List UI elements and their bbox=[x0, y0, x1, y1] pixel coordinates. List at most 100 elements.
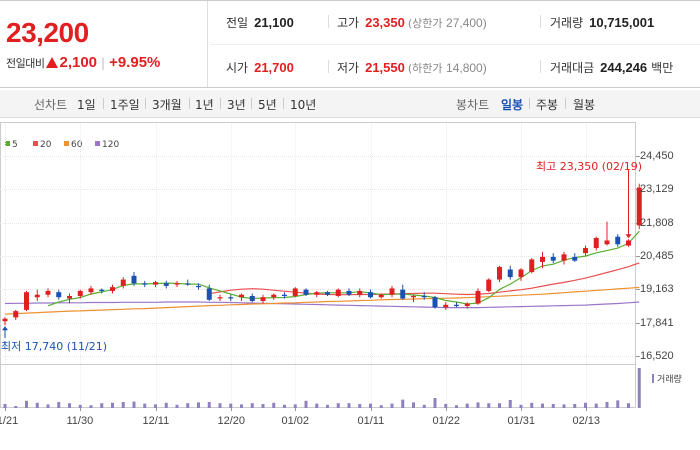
x-tick-label: 12/20 bbox=[217, 415, 246, 427]
x-tick-label: 12/11 bbox=[142, 415, 170, 427]
prev-close-value: 21,100 bbox=[254, 15, 294, 30]
high-annotation: 최고 23,350 (02/19) bbox=[536, 160, 643, 173]
legend-ma5: 5 bbox=[5, 140, 18, 150]
quote-divider bbox=[328, 60, 329, 73]
price-box: 23,200 전일대비 2,100 | +9.95% bbox=[0, 1, 208, 87]
candle-body bbox=[615, 236, 621, 245]
period-1w[interactable]: 1주일 bbox=[110, 98, 140, 112]
y-tick-label: 19,163 bbox=[640, 282, 674, 295]
volume-bar bbox=[272, 402, 276, 408]
candle-body bbox=[411, 295, 416, 298]
period-divider bbox=[251, 98, 252, 109]
volume-bar bbox=[261, 404, 265, 408]
x-tick-label: 01/11 bbox=[357, 415, 385, 427]
volume-bar bbox=[326, 404, 329, 408]
volume-legend: 거래량 bbox=[652, 372, 682, 385]
candle-body bbox=[67, 295, 72, 299]
volume-bar bbox=[433, 398, 437, 408]
candle-body bbox=[153, 282, 158, 285]
period-divider bbox=[283, 98, 284, 109]
y-tick-label: 16,520 bbox=[640, 349, 674, 362]
change-percent: +9.95% bbox=[109, 54, 161, 71]
volume-bar bbox=[401, 399, 405, 408]
volume-bar bbox=[519, 404, 523, 408]
candle-body bbox=[120, 279, 126, 286]
volume-bar bbox=[465, 403, 469, 408]
candle-body bbox=[249, 295, 255, 302]
quote-divider bbox=[540, 15, 541, 28]
open-price: 시가 21,700 bbox=[226, 60, 294, 76]
period-5y[interactable]: 5년 bbox=[258, 98, 277, 112]
open-label: 시가 bbox=[226, 61, 249, 75]
candle-body bbox=[24, 292, 29, 310]
candle-daily[interactable]: 일봉 bbox=[501, 98, 524, 112]
candle-body bbox=[260, 297, 266, 302]
candle-body bbox=[583, 248, 588, 254]
amount-label: 거래대금 bbox=[550, 61, 595, 75]
volume-bar bbox=[390, 403, 394, 408]
legend-ma60-label: 60 bbox=[71, 140, 83, 150]
candle-body bbox=[88, 288, 94, 293]
low-arrow-head bbox=[2, 326, 8, 331]
period-1y[interactable]: 1년 bbox=[195, 98, 214, 112]
volume-bar bbox=[508, 400, 512, 408]
change-row: 전일대비 2,100 | +9.95% bbox=[6, 54, 160, 71]
low-label: 저가 bbox=[337, 61, 360, 75]
low-value: 21,550 bbox=[365, 60, 405, 75]
period-1d[interactable]: 1일 bbox=[77, 98, 96, 112]
change-label: 전일대비 bbox=[6, 57, 45, 70]
quote-divider bbox=[328, 15, 329, 28]
candle-monthly[interactable]: 월봉 bbox=[573, 98, 596, 112]
quote-row-divider bbox=[210, 44, 700, 45]
amount-value: 244,246 bbox=[600, 60, 648, 75]
volume-bar bbox=[379, 405, 383, 408]
period-10y[interactable]: 10년 bbox=[290, 98, 317, 112]
candle-body bbox=[13, 311, 19, 318]
volume-bar bbox=[57, 402, 61, 408]
volume-bar bbox=[541, 403, 544, 408]
candle-body bbox=[454, 304, 459, 307]
candle-body bbox=[239, 294, 244, 298]
candle-body bbox=[282, 294, 287, 296]
volume-bar bbox=[498, 403, 501, 408]
volume-legend-label: 거래량 bbox=[657, 375, 682, 385]
period-divider bbox=[189, 98, 190, 109]
period-3y[interactable]: 3년 bbox=[227, 98, 246, 112]
upper-limit-value: 27,400) bbox=[446, 16, 487, 30]
low-price: 저가 21,550 (하한가 14,800) bbox=[337, 60, 487, 77]
period-3m[interactable]: 3개월 bbox=[152, 98, 182, 112]
y-tick-label: 17,841 bbox=[640, 316, 674, 329]
volume-bar bbox=[250, 403, 254, 408]
legend-ma20: 20 bbox=[33, 140, 51, 150]
upper-limit: (상한가 27,400) bbox=[408, 16, 487, 30]
line-ma60 bbox=[4, 286, 640, 315]
volume-bar bbox=[530, 402, 534, 408]
x-tick-label: 01/22 bbox=[432, 415, 461, 427]
volume-bar bbox=[594, 403, 598, 408]
x-tick-label: 01/02 bbox=[281, 415, 310, 427]
lower-limit: (하한가 14,800) bbox=[408, 61, 487, 75]
volume-bar bbox=[14, 406, 18, 408]
candle-weekly[interactable]: 주봉 bbox=[536, 98, 559, 112]
y-tick-label: 21,808 bbox=[640, 216, 674, 229]
volume-bar bbox=[3, 404, 7, 408]
volume-bar bbox=[616, 400, 620, 408]
candle-body bbox=[529, 259, 535, 273]
candle-body bbox=[561, 254, 567, 261]
open-value: 21,700 bbox=[254, 60, 294, 75]
volume-bar bbox=[412, 402, 415, 408]
legend-ma120: 120 bbox=[95, 140, 119, 150]
legend-ma120-label: 120 bbox=[102, 140, 120, 150]
volume-bar bbox=[89, 405, 93, 408]
candle-body bbox=[604, 240, 610, 245]
volume-bar bbox=[562, 404, 566, 408]
volume-bar bbox=[186, 403, 190, 408]
candle-body bbox=[518, 269, 524, 278]
quote-panel: 23,200 전일대비 2,100 | +9.95% 전일 21,100 고가 23,35… bbox=[0, 0, 700, 88]
legend-swatch bbox=[95, 141, 100, 146]
y-tick-label: 20,485 bbox=[640, 249, 674, 262]
candle-body bbox=[400, 289, 406, 299]
candle-body bbox=[196, 285, 201, 288]
volume-bar bbox=[229, 403, 233, 408]
